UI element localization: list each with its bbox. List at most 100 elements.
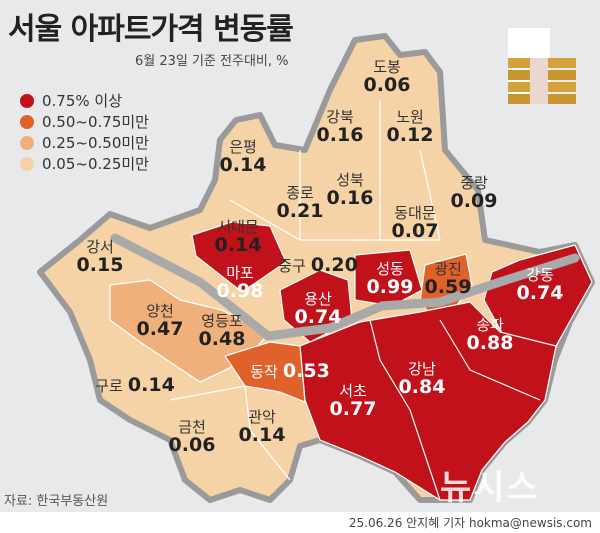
district-value: 0.16 xyxy=(316,123,364,146)
subtitle: 6월 23일 기준 전주대비, % xyxy=(135,54,289,69)
district-value: 0.88 xyxy=(466,331,514,354)
district-value: 0.16 xyxy=(326,186,374,209)
newsis-logo: 뉴시스 xyxy=(440,468,540,508)
district-value: 0.07 xyxy=(391,219,439,242)
district-name: 동대문 xyxy=(394,204,436,222)
legend-item: 0.25~0.50미만 xyxy=(20,132,149,153)
district-gangdong xyxy=(483,244,593,347)
legend-item: 0.75% 이상 xyxy=(20,90,149,111)
legend-swatch xyxy=(20,114,34,129)
district-value: 0.59 xyxy=(424,275,472,298)
district-value: 0.20 xyxy=(310,254,358,276)
district-label: 노원 0.12 xyxy=(386,109,434,146)
district-label: 동대문 0.07 xyxy=(391,204,439,242)
district-value: 0.21 xyxy=(276,199,324,222)
district-value: 0.09 xyxy=(450,189,498,212)
building-coins-icon xyxy=(508,28,576,104)
district-label: 종로 0.21 xyxy=(276,184,324,222)
district-value: 0.99 xyxy=(366,275,414,298)
district-value: 0.74 xyxy=(294,305,342,328)
district-name: 구로 xyxy=(95,377,123,395)
district-name: 용산 xyxy=(304,290,332,308)
district-name: 중구 xyxy=(278,257,306,275)
legend-label: 0.25~0.50미만 xyxy=(42,134,149,152)
district-name: 도봉 xyxy=(373,58,401,76)
district-value: 0.06 xyxy=(168,433,216,456)
district-name: 종로 xyxy=(286,184,314,202)
legend-swatch xyxy=(20,93,34,108)
district-value: 0.15 xyxy=(76,253,124,276)
district-label: 송파 0.88 xyxy=(466,316,514,354)
legend-swatch xyxy=(20,135,34,150)
district-name: 중랑 xyxy=(460,174,488,192)
district-value: 0.98 xyxy=(216,279,264,302)
district-name: 마포 xyxy=(226,264,254,282)
district-value: 0.12 xyxy=(386,123,434,146)
district-label: 성북 0.16 xyxy=(326,171,374,209)
district-name: 강북 xyxy=(326,108,354,126)
district-value: 0.84 xyxy=(398,375,446,398)
district-name: 양천 xyxy=(146,302,174,320)
district-label: 마포 0.98 xyxy=(216,264,264,302)
district-value: 0.14 xyxy=(219,153,267,176)
district-name: 관악 xyxy=(248,408,276,426)
district-value: 0.48 xyxy=(198,327,246,350)
district-name: 동작 xyxy=(250,363,278,381)
district-label: 서대문 0.14 xyxy=(214,218,262,256)
district-name: 성동 xyxy=(376,260,404,278)
district-value: 0.14 xyxy=(214,233,262,256)
district-mapo xyxy=(191,221,287,293)
page-title: 서울 아파트가격 변동률 xyxy=(8,12,294,47)
district-name: 성북 xyxy=(336,171,364,189)
district-name: 강남 xyxy=(408,360,436,378)
legend: 0.75% 이상 0.50~0.75미만 0.25~0.50미만 0.05~0.… xyxy=(20,90,149,174)
district-label: 서초 0.77 xyxy=(330,382,377,420)
district-name: 서대문 xyxy=(217,218,259,236)
credit: 25.06.26 안지혜 기자 hokma@newsis.com xyxy=(348,516,592,530)
district-label: 중구 0.20 xyxy=(278,254,358,276)
district-value: 0.06 xyxy=(363,73,411,96)
district-value: 0.14 xyxy=(127,374,175,396)
district-name: 은평 xyxy=(229,138,257,156)
district-label: 용산 0.74 xyxy=(294,290,342,328)
district-label: 은평 0.14 xyxy=(219,138,267,176)
district-label: 중랑 0.09 xyxy=(450,174,498,212)
district-label: 광진 0.59 xyxy=(424,260,472,298)
district-label: 강서 0.15 xyxy=(76,238,124,276)
legend-item: 0.05~0.25미만 xyxy=(20,153,149,174)
district-label: 도봉 0.06 xyxy=(363,58,411,96)
district-name: 서초 xyxy=(339,382,367,400)
district-name: 강서 xyxy=(86,238,114,256)
district-borders xyxy=(169,100,541,501)
district-label: 강동 0.74 xyxy=(516,266,564,304)
district-name: 영등포 xyxy=(201,312,243,330)
district-value: 0.47 xyxy=(136,317,184,340)
district-label: 금천 0.06 xyxy=(168,418,216,456)
district-seocho-gangnam-songpa xyxy=(299,301,557,501)
district-value: 0.74 xyxy=(516,281,564,304)
district-seongdong xyxy=(354,249,423,307)
district-label: 강북 0.16 xyxy=(316,108,364,146)
district-label: 양천 0.47 xyxy=(136,302,184,340)
legend-item: 0.50~0.75미만 xyxy=(20,111,149,132)
district-value: 0.14 xyxy=(238,423,286,446)
legend-label: 0.75% 이상 xyxy=(42,92,123,110)
district-label: 동작 0.53 xyxy=(250,360,330,382)
district-value: 0.53 xyxy=(282,360,330,382)
district-label: 성동 0.99 xyxy=(366,260,414,298)
legend-label: 0.05~0.25미만 xyxy=(42,155,149,173)
footer-bar xyxy=(0,512,600,533)
district-name: 강동 xyxy=(526,266,554,284)
district-label: 영등포 0.48 xyxy=(198,312,246,350)
han-river xyxy=(110,233,580,341)
district-label: 구로 0.14 xyxy=(95,374,175,396)
district-label: 관악 0.14 xyxy=(238,408,286,446)
district-name: 송파 xyxy=(476,316,504,334)
district-name: 광진 xyxy=(434,260,462,278)
source: 자료: 한국부동산원 xyxy=(4,494,109,509)
district-label: 강남 0.84 xyxy=(398,360,446,398)
legend-label: 0.50~0.75미만 xyxy=(42,113,149,131)
district-name: 금천 xyxy=(178,418,206,436)
